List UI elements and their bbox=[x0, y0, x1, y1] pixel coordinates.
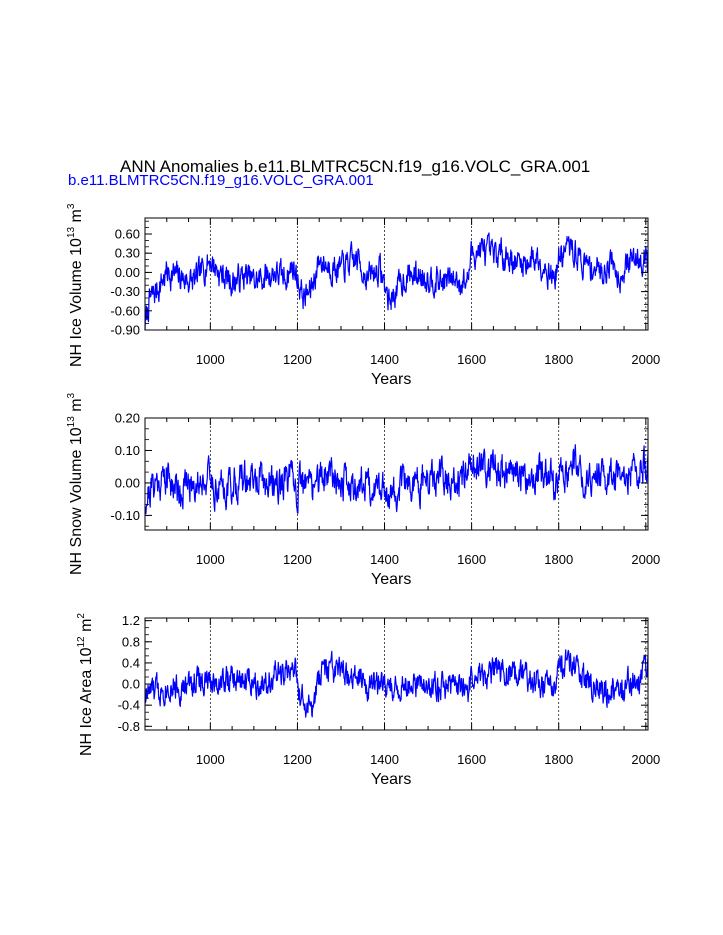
y-tick-label: -0.90 bbox=[110, 323, 140, 338]
plot-frame bbox=[144, 617, 649, 731]
panel-1-xlabel: Years bbox=[371, 371, 412, 388]
x-tick-label: 1000 bbox=[196, 552, 225, 567]
panel-2: 1000 1200 1400 1600 1800 2000 -0.10 0.00 0.10 0.2… bbox=[110, 411, 660, 568]
y-tick-label: 0.30 bbox=[115, 246, 140, 261]
series-line bbox=[144, 232, 649, 331]
panel-3-xlabel: Years bbox=[371, 771, 412, 788]
series-line bbox=[144, 649, 649, 718]
panel-2-xlabel: Years bbox=[371, 571, 412, 588]
y-tick-label: 0.10 bbox=[115, 443, 140, 458]
series-subtitle: b.e11.BLMTRC5CN.f19_g16.VOLC_GRA.001 bbox=[68, 172, 374, 189]
x-tick-label: 1200 bbox=[283, 752, 312, 767]
panel-2-ylabel: NH Snow Volume 1013 m3 bbox=[66, 392, 85, 575]
plot-frame bbox=[144, 417, 649, 531]
x-tick-label: 1600 bbox=[457, 352, 486, 367]
y-tick-label: 0.00 bbox=[115, 475, 140, 490]
y-tick-label: -0.8 bbox=[118, 719, 140, 734]
panel-3-ylabel: NH Ice Area 1012 m2 bbox=[76, 613, 95, 756]
x-tick-label: 1400 bbox=[370, 752, 399, 767]
y-tick-label: 0.8 bbox=[122, 634, 140, 649]
panel-1-ylabel: NH Ice Volume 1013 m3 bbox=[66, 203, 85, 367]
panel-1: 1000 1200 1400 1600 1800 2000 -0.90 -0.60 -0.30 0… bbox=[110, 217, 660, 367]
x-tick-label: 1600 bbox=[457, 752, 486, 767]
y-tick-label: -0.60 bbox=[110, 303, 140, 318]
y-tick-label: 0.00 bbox=[115, 265, 140, 280]
x-tick-label: 1800 bbox=[544, 352, 573, 367]
y-tick-label: 0.4 bbox=[122, 655, 140, 670]
x-tick-label: 1000 bbox=[196, 752, 225, 767]
x-tick-label: 1400 bbox=[370, 552, 399, 567]
x-tick-label: 1000 bbox=[196, 352, 225, 367]
y-tick-label: -0.10 bbox=[110, 508, 140, 523]
panel-3: 1000 1200 1400 1600 1800 2000 -0.8 -0.4 0.0 0.4 0.… bbox=[118, 613, 661, 767]
x-tick-label: 2000 bbox=[631, 352, 660, 367]
y-tick-label: 0.0 bbox=[122, 677, 140, 692]
x-tick-label: 1200 bbox=[283, 552, 312, 567]
y-tick-label: 0.60 bbox=[115, 227, 140, 242]
x-tick-label: 1600 bbox=[457, 552, 486, 567]
x-tick-label: 1400 bbox=[370, 352, 399, 367]
series-line bbox=[144, 444, 649, 515]
y-tick-label: 1.2 bbox=[122, 613, 140, 628]
x-tick-label: 1800 bbox=[544, 752, 573, 767]
y-tick-label: -0.30 bbox=[110, 284, 140, 299]
y-tick-label: 0.20 bbox=[115, 411, 140, 426]
plot-frame bbox=[144, 217, 649, 331]
figure-title: ANN Anomalies b.e11.BLMTRC5CN.f19_g16.VO… bbox=[120, 157, 591, 176]
x-tick-label: 1200 bbox=[283, 352, 312, 367]
x-tick-label: 2000 bbox=[631, 552, 660, 567]
y-tick-label: -0.4 bbox=[118, 698, 140, 713]
x-tick-label: 1800 bbox=[544, 552, 573, 567]
x-tick-label: 2000 bbox=[631, 752, 660, 767]
